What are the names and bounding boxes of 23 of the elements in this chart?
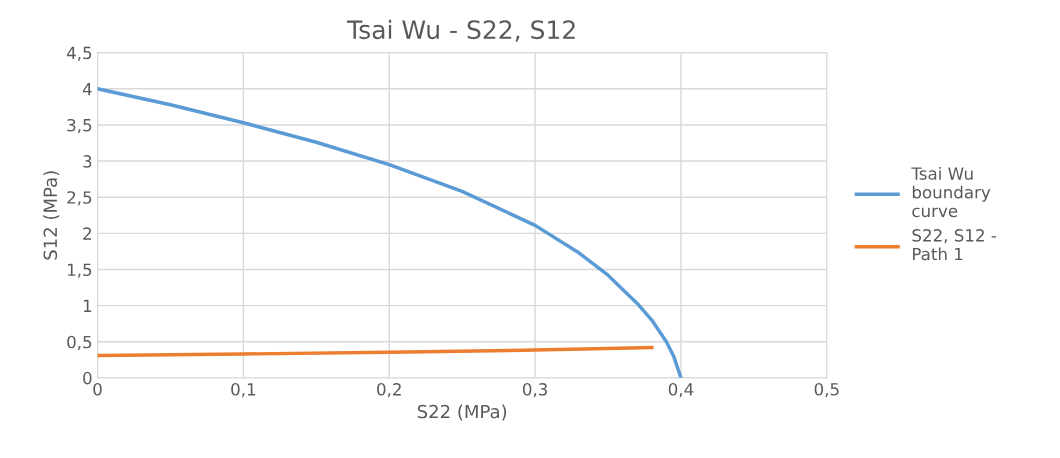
y-tick-label: 2	[83, 227, 91, 240]
legend-label: S22, S12 - Path 1	[912, 229, 997, 261]
y-tick-label: 4,5	[66, 46, 92, 61]
x-axis-title: S22 (MPa)	[417, 404, 507, 421]
y-tick-label: 1	[83, 299, 92, 312]
x-tick-label: 0,3	[522, 383, 548, 398]
y-axis-title: S12 (MPa)	[43, 171, 60, 260]
y-tick-label: 1,5	[67, 263, 92, 278]
y-tick-label: 3	[83, 155, 92, 168]
y-tick-label: 2,5	[67, 191, 92, 206]
chart-title: Tsai Wu - S22, S12	[346, 19, 575, 42]
y-tick-label: 3,5	[67, 118, 92, 134]
line-series	[97, 87, 683, 378]
y-tick-label: 0,5	[67, 335, 92, 350]
y-tick-label: 4	[82, 82, 92, 96]
x-tick-label: 0	[93, 383, 102, 396]
x-tick-label: 0,1	[231, 383, 256, 398]
x-tick-label: 0,2	[377, 383, 401, 398]
line-series	[97, 345, 654, 358]
x-tick-label: 0,5	[814, 383, 839, 398]
y-tick-label: 0	[83, 371, 92, 385]
legend-label: Tsai Wu boundary curve	[911, 166, 991, 218]
x-tick-label: 0,4	[668, 383, 694, 398]
